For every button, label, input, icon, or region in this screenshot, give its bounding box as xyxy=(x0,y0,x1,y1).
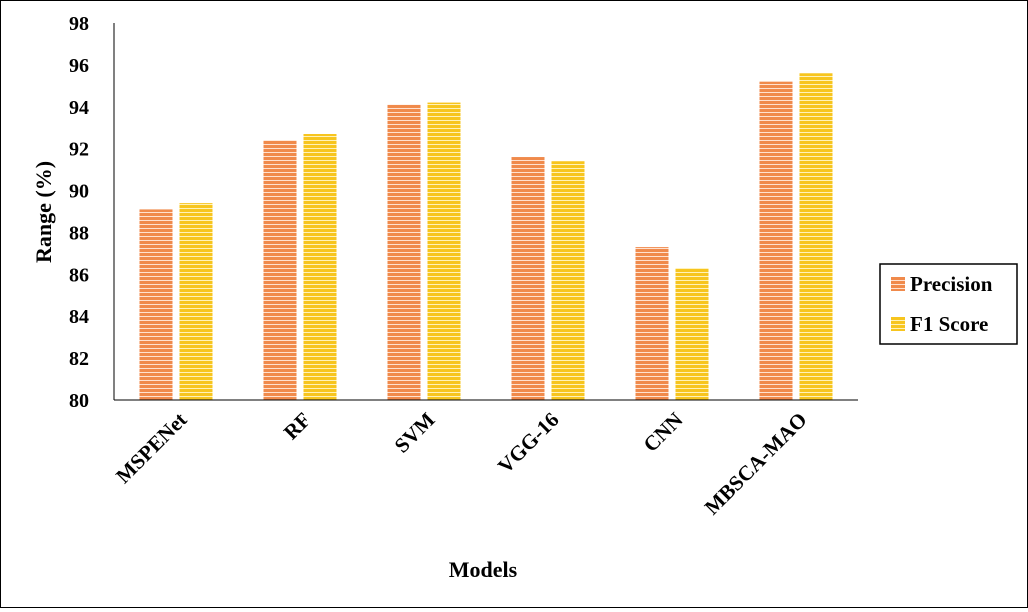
x-tick-labels: MSPENet RF SVM VGG-16 CNN MBSCA-MAO xyxy=(111,407,811,519)
bar-precision-mspenet xyxy=(139,209,173,400)
y-tick-label: 90 xyxy=(69,181,89,203)
bar-f1-score-mbsca-mao xyxy=(799,73,833,401)
x-axis-title: Models xyxy=(449,557,518,582)
bar-f1-score-svm xyxy=(427,102,461,400)
x-tick-label: VGG-16 xyxy=(493,408,564,479)
bar-f1-score-cnn xyxy=(675,268,709,400)
bar-f1-score-mspenet xyxy=(179,203,213,400)
x-tick-label: MSPENet xyxy=(111,408,191,488)
bars-group xyxy=(139,73,833,401)
y-tick-labels: 80 82 84 86 88 90 92 94 96 98 xyxy=(69,13,89,412)
y-tick-label: 84 xyxy=(69,306,89,328)
bar-precision-mbsca-mao xyxy=(759,81,793,401)
y-tick-label: 96 xyxy=(69,55,89,77)
legend-label: F1 Score xyxy=(910,312,988,336)
legend: Precision F1 Score xyxy=(879,263,1018,345)
y-tick-label: 98 xyxy=(69,13,89,35)
bar-precision-svm xyxy=(387,104,421,400)
x-tick-label: MBSCA-MAO xyxy=(700,408,812,520)
legend-items: Precision F1 Score xyxy=(891,272,993,336)
y-tick-label: 86 xyxy=(69,264,89,286)
y-tick-label: 94 xyxy=(69,97,89,119)
y-tick-label: 82 xyxy=(69,348,89,370)
legend-swatch xyxy=(891,317,905,331)
bar-precision-cnn xyxy=(635,247,669,400)
y-tick-label: 92 xyxy=(69,139,89,161)
x-tick-label: SVM xyxy=(390,407,440,457)
legend-swatch xyxy=(891,277,905,291)
y-axis-title: Range (%) xyxy=(31,161,56,263)
bar-precision-vgg-16 xyxy=(511,157,545,400)
x-tick-label: CNN xyxy=(638,408,687,457)
x-tick-label: RF xyxy=(279,408,316,445)
bar-f1-score-vgg-16 xyxy=(551,161,585,400)
bar-precision-rf xyxy=(263,140,297,401)
y-tick-label: 88 xyxy=(69,222,89,244)
bar-f1-score-rf xyxy=(303,134,337,400)
legend-label: Precision xyxy=(910,272,993,296)
y-tick-label: 80 xyxy=(69,390,89,412)
